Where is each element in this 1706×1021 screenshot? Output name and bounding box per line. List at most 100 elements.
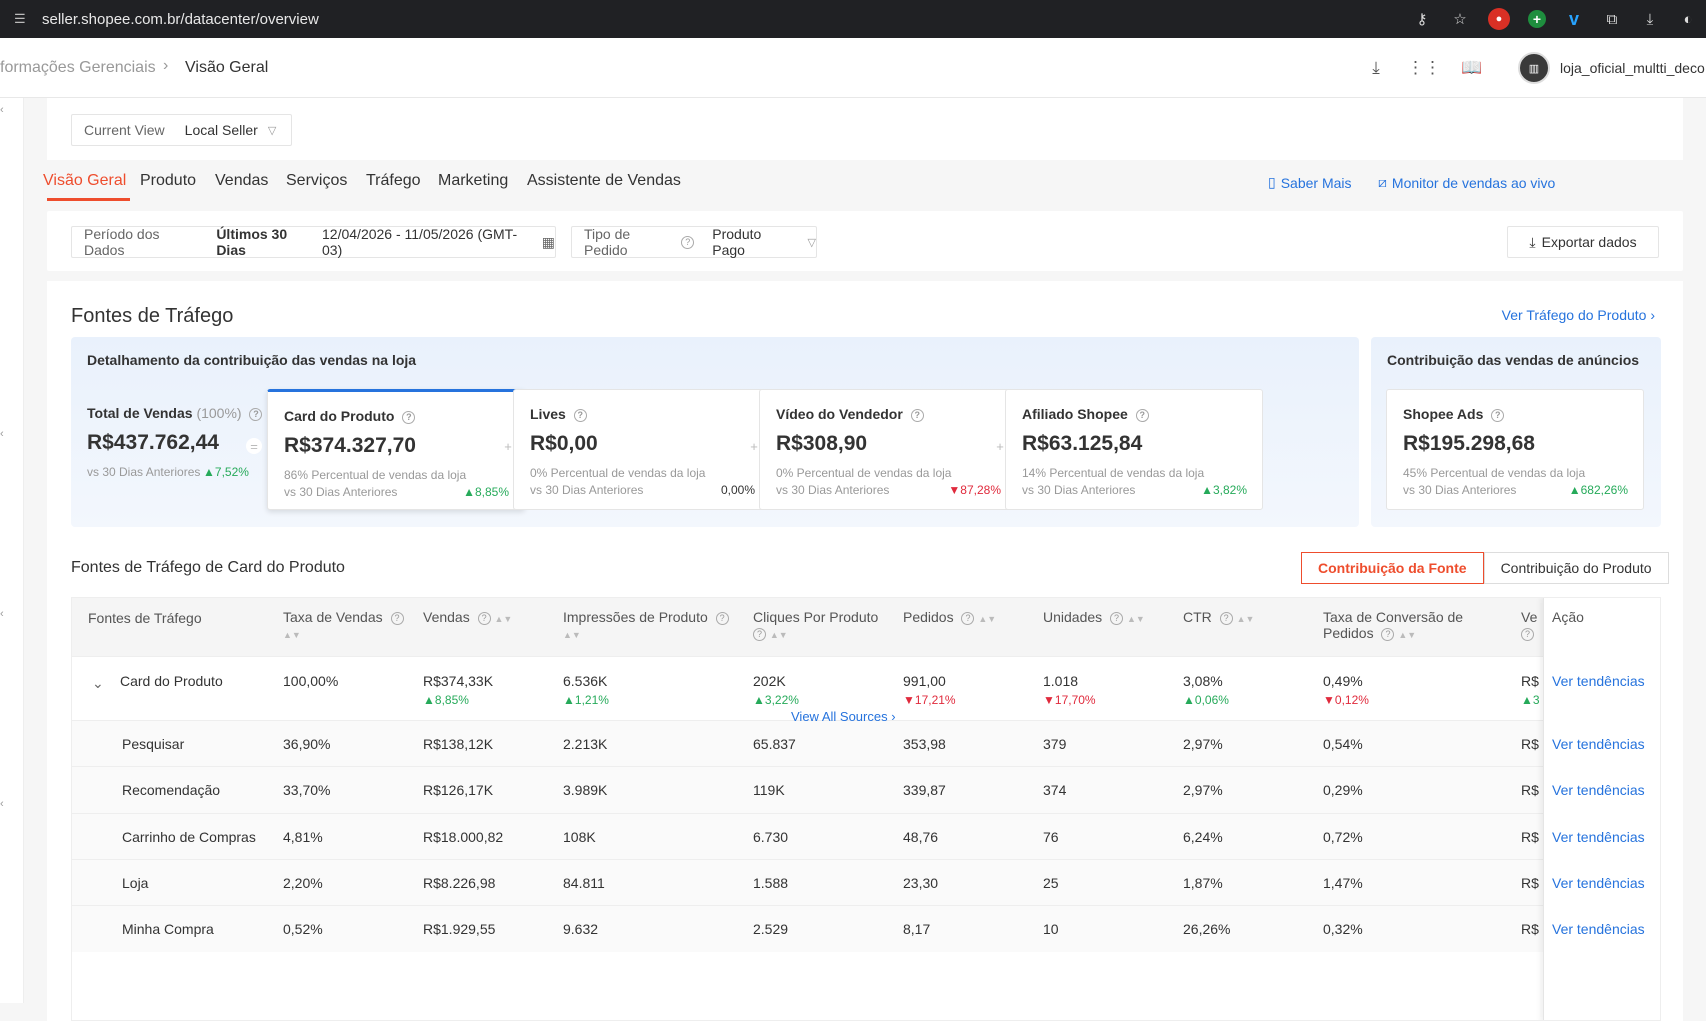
help-icon[interactable]: ?	[402, 410, 416, 424]
extension-red-icon[interactable]: ●	[1488, 8, 1510, 30]
sort-icon[interactable]: ▲▼	[563, 630, 581, 640]
extension-v-icon[interactable]: v	[1568, 8, 1579, 29]
data-period-picker[interactable]: Período dos Dados Últimos 30 Dias 12/04/…	[71, 226, 556, 258]
tab-trafego[interactable]: Tráfego	[366, 172, 421, 189]
view-trends-link[interactable]: Ver tendências	[1552, 782, 1645, 798]
help-icon[interactable]: ?	[1110, 611, 1124, 625]
help-icon[interactable]: ?	[1491, 408, 1505, 422]
extension-green-icon[interactable]: +	[1528, 10, 1546, 28]
tab-visao-geral[interactable]: Visão Geral	[43, 172, 127, 189]
sort-icon[interactable]: ▲▼	[494, 614, 513, 624]
book-icon: ▯	[1268, 174, 1276, 190]
tab-vendas[interactable]: Vendas	[215, 172, 269, 189]
tab-assistente-de-vendas[interactable]: Assistente de Vendas	[527, 172, 681, 189]
col-orders[interactable]: Pedidos ? ▲▼	[903, 609, 996, 627]
help-icon[interactable]: ?	[390, 611, 404, 625]
help-icon[interactable]: ?	[573, 408, 587, 422]
cell-ctr: 2,97%	[1183, 736, 1223, 752]
col-sales-rate[interactable]: Taxa de Vendas ? ▲▼	[283, 609, 404, 643]
metric-card-product-card[interactable]: Card do Produto ? R$374.327,70 86% Perce…	[267, 389, 525, 510]
help-icon[interactable]: ?	[681, 235, 695, 249]
apps-grid-icon[interactable]: ⋮⋮	[1407, 58, 1441, 77]
tab-servicos[interactable]: Serviços	[286, 172, 348, 189]
star-icon[interactable]: ☆	[1453, 11, 1467, 28]
sort-icon[interactable]: ▲▼	[283, 630, 301, 640]
extensions-puzzle-icon[interactable]: ⧉	[1606, 10, 1618, 28]
metric-card-shopee-ads[interactable]: Shopee Ads ? R$195.298,68 45% Percentual…	[1386, 389, 1644, 510]
view-trends-link[interactable]: Ver tendências	[1552, 736, 1645, 752]
cell-conv: 1,47%	[1323, 875, 1363, 891]
help-icon[interactable]: ?	[1521, 627, 1534, 641]
browser-profile-icon[interactable]: ◐	[1683, 10, 1693, 28]
tabs-row: Visão Geral Produto Vendas Serviços Tráf…	[43, 160, 1683, 208]
table-row: Recomendação 33,70% R$126,17K 3.989K 119K 339…	[72, 766, 1660, 813]
col-impressions[interactable]: Impressões de Produto ? ▲▼	[563, 609, 729, 643]
help-icon[interactable]: ?	[1381, 627, 1395, 641]
metric-name: Vídeo do Vendedor ?	[776, 406, 924, 422]
order-type-select[interactable]: Tipo de Pedido ? Produto Pago ▽	[571, 226, 817, 258]
col-sales[interactable]: Vendas ? ▲▼	[423, 609, 512, 627]
download-icon[interactable]: ⤓	[1372, 58, 1380, 77]
cell-source: Pesquisar	[122, 736, 185, 752]
collapse-icon[interactable]: ‹	[0, 428, 4, 440]
col-ve[interactable]: Ve?	[1521, 609, 1537, 641]
tab-marketing[interactable]: Marketing	[438, 172, 509, 189]
view-all-sources-link[interactable]: View All Sources ›	[791, 709, 896, 724]
view-trends-link[interactable]: Ver tendências	[1552, 921, 1645, 937]
chevron-down-icon[interactable]: ⌄	[92, 675, 104, 691]
avatar[interactable]: ▥	[1518, 52, 1550, 84]
shop-name[interactable]: loja_oficial_multti_deco	[1560, 60, 1705, 76]
col-units[interactable]: Unidades ? ▲▼	[1043, 609, 1145, 627]
book-icon[interactable]: 📖	[1461, 58, 1483, 77]
active-tab-indicator	[47, 198, 130, 201]
collapse-icon[interactable]: ‹	[0, 798, 4, 810]
help-icon[interactable]: ?	[715, 611, 729, 625]
sort-icon[interactable]: ▲▼	[1236, 614, 1255, 624]
live-monitor-link[interactable]: ⧄ Monitor de vendas ao vivo	[1378, 174, 1555, 191]
sort-icon[interactable]: ▲▼	[978, 614, 997, 624]
help-icon[interactable]: ?	[753, 627, 766, 641]
collapse-icon[interactable]: ‹	[0, 104, 4, 116]
current-view-select[interactable]: Current View Local Seller ▽	[71, 114, 292, 146]
sort-icon[interactable]: ▲▼	[1398, 630, 1417, 640]
view-trends-link[interactable]: Ver tendências	[1552, 875, 1645, 891]
total-sales-metric: Total de Vendas (100%) ? R$437.762,44 vs…	[87, 389, 267, 499]
help-icon[interactable]: ?	[1135, 408, 1149, 422]
col-ctr[interactable]: CTR ? ▲▼	[1183, 609, 1254, 627]
saber-mais-link[interactable]: ▯ Saber Mais	[1268, 174, 1352, 191]
export-data-button[interactable]: ⤓ Exportar dados	[1507, 226, 1659, 258]
download-icon[interactable]: ⤓	[1646, 10, 1654, 28]
col-clicks[interactable]: Cliques Por Produto? ▲▼	[753, 609, 878, 643]
view-trends-link[interactable]: Ver tendências	[1552, 673, 1645, 689]
metric-card-seller-video[interactable]: Vídeo do Vendedor ? R$308,90 0% Percentu…	[759, 389, 1017, 510]
metric-compare: vs 30 Dias Anteriores	[87, 465, 201, 479]
metric-card-lives[interactable]: Lives ? R$0,00 0% Percentual de vendas d…	[513, 389, 771, 510]
source-contribution-button[interactable]: Contribuição da Fonte	[1301, 552, 1484, 584]
metric-card-shopee-affiliate[interactable]: Afiliado Shopee ? R$63.125,84 14% Percen…	[1005, 389, 1263, 510]
collapse-icon[interactable]: ‹	[0, 608, 4, 620]
product-contribution-button[interactable]: Contribuição do Produto	[1483, 552, 1669, 584]
col-conversion[interactable]: Taxa de Conversão de Pedidos ? ▲▼	[1323, 609, 1483, 643]
key-icon[interactable]: ⚷	[1416, 11, 1428, 28]
address-bar[interactable]: seller.shopee.com.br/datacenter/overview	[42, 10, 319, 28]
sort-icon[interactable]: ▲▼	[1126, 614, 1145, 624]
help-icon[interactable]: ?	[477, 611, 491, 625]
cell-change: ▼17,70%	[1043, 693, 1096, 707]
cell-units-value: 1.018	[1043, 673, 1079, 689]
help-icon[interactable]: ?	[910, 408, 924, 422]
breadcrumb-parent[interactable]: formações Gerenciais	[0, 59, 156, 76]
sort-icon[interactable]: ▲▼	[769, 630, 788, 640]
table-title: Fontes de Tráfego de Card do Produto	[71, 559, 345, 576]
help-icon[interactable]: ?	[249, 407, 263, 421]
chevron-down-icon: ▽	[267, 124, 277, 137]
cell-sales: R$138,12K	[423, 736, 494, 752]
site-settings-icon[interactable]: ☰	[14, 11, 26, 26]
view-trends-link[interactable]: Ver tendências	[1552, 829, 1645, 845]
table-row: Carrinho de Compras 4,81% R$18.000,82 108K 6…	[72, 813, 1660, 860]
metric-change: ▲3,82%	[1201, 483, 1247, 497]
product-traffic-link[interactable]: Ver Tráfego do Produto ›	[1501, 307, 1655, 323]
help-icon[interactable]: ?	[961, 611, 975, 625]
tab-produto[interactable]: Produto	[140, 172, 197, 189]
cell-orders: 339,87	[903, 782, 946, 798]
help-icon[interactable]: ?	[1219, 611, 1233, 625]
